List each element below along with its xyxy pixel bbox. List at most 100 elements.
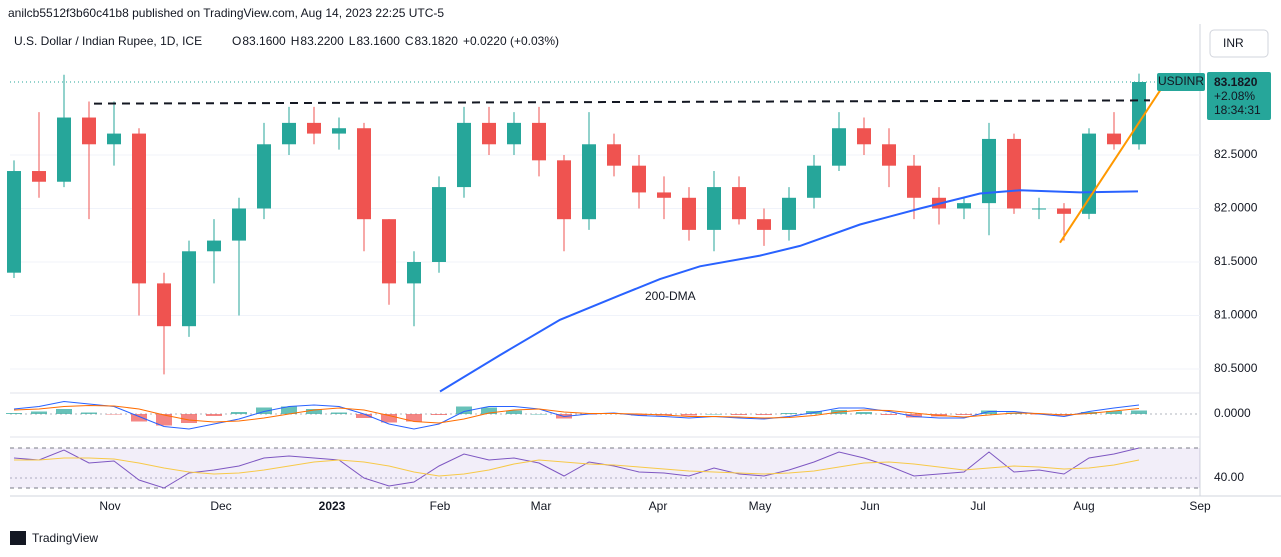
candle-body bbox=[707, 187, 721, 230]
candle-body bbox=[57, 117, 71, 182]
histogram-bar bbox=[56, 409, 72, 414]
y-tick-label: 0.0000 bbox=[1214, 406, 1251, 420]
x-tick-label: Nov bbox=[99, 499, 120, 513]
histogram-bar bbox=[356, 414, 372, 418]
y-tick-label: 80.5000 bbox=[1214, 361, 1258, 375]
logo bbox=[10, 531, 26, 545]
ohlc-key: O bbox=[232, 34, 241, 48]
candle-body bbox=[657, 192, 671, 198]
candle-body bbox=[882, 144, 896, 166]
histogram-bar bbox=[681, 414, 697, 416]
histogram-bar bbox=[206, 414, 222, 416]
overlay-label: 200-DMA bbox=[645, 289, 696, 303]
candle-body bbox=[1082, 133, 1096, 214]
candle-body bbox=[357, 128, 371, 220]
ohlc-key: C bbox=[405, 34, 414, 48]
histogram-bar bbox=[31, 411, 47, 414]
y-tick-label: 40.00 bbox=[1214, 470, 1244, 484]
histogram-bar bbox=[706, 414, 722, 415]
histogram-bar bbox=[381, 414, 397, 423]
x-tick-label: May bbox=[749, 499, 772, 513]
candle-body bbox=[432, 187, 446, 262]
indicator-line bbox=[13, 447, 1140, 489]
symbol: U.S. Dollar / Indian Rupee, 1D, ICE bbox=[14, 34, 202, 48]
candle-body bbox=[82, 117, 96, 145]
histogram-bar bbox=[231, 412, 247, 414]
histogram-bar bbox=[406, 414, 422, 422]
histogram-bar bbox=[1106, 411, 1122, 414]
ohlc-change: +0.0220 (+0.03%) bbox=[463, 34, 559, 48]
ohlc-value: 83.1600 bbox=[356, 34, 400, 48]
candle-body bbox=[1107, 133, 1121, 145]
histogram-bar bbox=[1131, 410, 1147, 414]
y-tick-label: 81.5000 bbox=[1214, 254, 1258, 268]
publisher: anilcb5512f3b60c41b8 published on Tradin… bbox=[8, 6, 444, 20]
candle-body bbox=[1057, 208, 1071, 214]
price-label: 83.1820 bbox=[1214, 75, 1258, 89]
candle-body bbox=[982, 138, 996, 204]
histogram-bar bbox=[131, 414, 147, 422]
candle-body bbox=[682, 197, 696, 230]
histogram-bar bbox=[456, 406, 472, 414]
price-change: +2.08% bbox=[1214, 89, 1255, 103]
histogram-bar bbox=[81, 412, 97, 414]
histogram-bar bbox=[756, 414, 772, 415]
histogram-bar bbox=[506, 410, 522, 414]
price-badge bbox=[1207, 72, 1271, 121]
currency-button[interactable] bbox=[1209, 29, 1269, 58]
candle-body bbox=[1032, 208, 1046, 210]
x-tick-label: Jul bbox=[970, 499, 985, 513]
y-tick-label: 81.0000 bbox=[1214, 308, 1258, 322]
x-tick-label: Mar bbox=[531, 499, 552, 513]
candle-body bbox=[382, 219, 396, 284]
ohlc-value: 83.1820 bbox=[415, 34, 459, 48]
histogram-bar bbox=[156, 414, 172, 426]
candle-body bbox=[182, 251, 196, 327]
histogram-bar bbox=[956, 414, 972, 415]
candle-body bbox=[757, 219, 771, 230]
candle-body bbox=[532, 122, 546, 161]
candle-body bbox=[332, 128, 346, 134]
ohlc-key: L bbox=[349, 34, 356, 48]
candle-body bbox=[807, 165, 821, 198]
rsi-band bbox=[10, 448, 1200, 488]
candle-body bbox=[782, 197, 796, 230]
candle-body bbox=[1007, 138, 1021, 209]
overlay-line bbox=[93, 99, 1151, 105]
candle-body bbox=[407, 261, 421, 284]
candle-body bbox=[832, 128, 846, 166]
countdown: 18:34:31 bbox=[1214, 103, 1261, 117]
histogram-bar bbox=[331, 412, 347, 414]
candle-body bbox=[32, 171, 46, 182]
currency[interactable]: INR bbox=[1223, 36, 1244, 50]
histogram-bar bbox=[306, 409, 322, 414]
histogram-bar bbox=[6, 413, 22, 414]
candle-body bbox=[132, 133, 146, 284]
candle-body bbox=[1132, 82, 1146, 145]
candle-body bbox=[457, 122, 471, 188]
histogram-bar bbox=[731, 414, 747, 415]
histogram-bar bbox=[281, 406, 297, 414]
candle-body bbox=[857, 128, 871, 145]
candle-body bbox=[257, 144, 271, 209]
histogram-bar bbox=[881, 414, 897, 415]
candle-body bbox=[282, 122, 296, 145]
histogram-bar bbox=[781, 413, 797, 414]
histogram-bar bbox=[256, 407, 272, 414]
candle-body bbox=[957, 203, 971, 209]
histogram-bar bbox=[481, 407, 497, 414]
symbol-badge bbox=[1157, 73, 1205, 92]
x-tick-label: Feb bbox=[430, 499, 451, 513]
x-tick-label: Aug bbox=[1073, 499, 1094, 513]
candle-body bbox=[232, 208, 246, 241]
histogram-bar bbox=[431, 414, 447, 415]
ohlc-value: 83.1600 bbox=[242, 34, 286, 48]
candle-body bbox=[907, 165, 921, 198]
x-tick-label: Sep bbox=[1189, 499, 1211, 513]
symbol-name: USDINR bbox=[1158, 74, 1204, 88]
candle-body bbox=[7, 171, 21, 273]
histogram-bar bbox=[856, 412, 872, 414]
histogram-bar bbox=[981, 410, 997, 414]
y-tick-label: 82.5000 bbox=[1214, 147, 1258, 161]
